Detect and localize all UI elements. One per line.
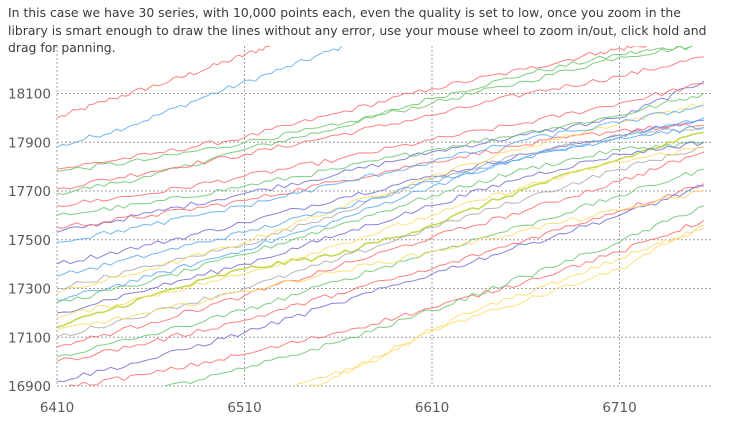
series-line-27 (164, 205, 705, 386)
x-axis: 6410 6510 6610 6710 (40, 400, 637, 416)
series-line-13 (57, 127, 704, 290)
series-line-21 (57, 146, 704, 319)
series-line-24 (57, 185, 704, 383)
x-tick-label: 6410 (40, 400, 74, 416)
y-tick-label: 17100 (8, 330, 51, 346)
y-tick-label: 16900 (8, 379, 51, 395)
y-tick-label: 17500 (8, 233, 51, 249)
y-tick-label: 18100 (8, 87, 51, 103)
series-line-8 (57, 83, 704, 208)
series-line-3 (57, 46, 694, 195)
x-tick-label: 6610 (415, 400, 449, 416)
x-tick-label: 6510 (227, 400, 261, 416)
series-line-30 (57, 105, 704, 243)
series-line-19 (57, 151, 705, 348)
series-line-18 (57, 141, 705, 314)
series-line-6 (57, 56, 704, 190)
series-line-7 (57, 80, 705, 233)
y-tick-label: 17300 (8, 282, 51, 298)
series-line-25 (57, 190, 704, 331)
y-tick-label: 17900 (8, 135, 51, 151)
y-axis: 16900 17100 17300 17500 17700 17900 18100 (8, 87, 51, 396)
series-line-23 (57, 183, 705, 363)
series-line-22 (57, 168, 704, 358)
chart-description: In this case we have 30 series, with 10,… (8, 5, 707, 55)
series-line-15 (57, 125, 705, 277)
series-line-9 (57, 93, 705, 216)
series-line-2 (57, 46, 343, 148)
series-line-26 (68, 219, 705, 386)
x-tick-label: 6710 (602, 400, 636, 416)
series-line-5 (57, 46, 692, 172)
series-line-4 (57, 46, 647, 170)
series-line-14 (57, 102, 705, 294)
series-line-11 (57, 123, 704, 229)
series-line-17 (57, 131, 705, 329)
series-line-1 (57, 46, 272, 119)
series-line-16 (57, 140, 704, 304)
y-tick-label: 17700 (8, 184, 51, 200)
series-line-12 (57, 117, 705, 302)
series-layer (57, 46, 705, 386)
series-line-29 (309, 227, 705, 386)
series-line-28 (295, 224, 705, 386)
